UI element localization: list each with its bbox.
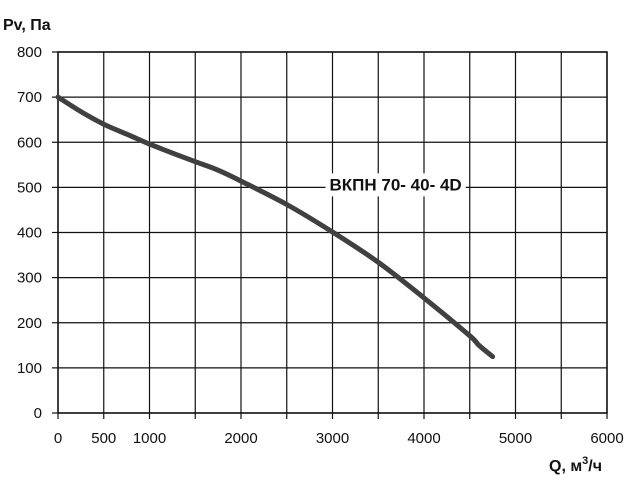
y-tick-label: 100 [17,360,42,377]
x-tick-label: 2000 [224,430,257,447]
x-tick-label: 1000 [133,430,166,447]
series-line [55,94,496,360]
x-tick-label: 6000 [590,430,623,447]
x-axis-label-tail: /ч [588,458,602,475]
annotation-background [325,173,466,197]
x-axis-label-sup: 3 [582,455,588,467]
x-tick-label: 0 [54,430,62,447]
y-tick-label: 0 [34,405,42,422]
y-tick-label: 800 [17,44,42,61]
y-tick-label: 500 [17,179,42,196]
y-tick-label: 200 [17,315,42,332]
y-tick-label: 700 [17,89,42,106]
x-tick-label: 3000 [316,430,349,447]
x-tick-label: 4000 [407,430,440,447]
y-tick-label: 400 [17,225,42,242]
x-tick-label: 5000 [499,430,532,447]
tick-labels: 0 100 200 300 400 500 600 700 800 0 500 1000 2000 300… [17,44,624,447]
y-tick-label: 600 [17,134,42,151]
x-tick-label: 500 [91,430,116,447]
y-tick-label: 300 [17,270,42,287]
series-label: ВКПН 70- 40- 4D [330,175,462,194]
y-axis-label: Pv, Па [3,17,51,34]
plot-frame [57,51,608,414]
x-axis-label: Q, м3/ч [549,455,602,475]
x-axis-label-main: Q, м [549,458,582,475]
